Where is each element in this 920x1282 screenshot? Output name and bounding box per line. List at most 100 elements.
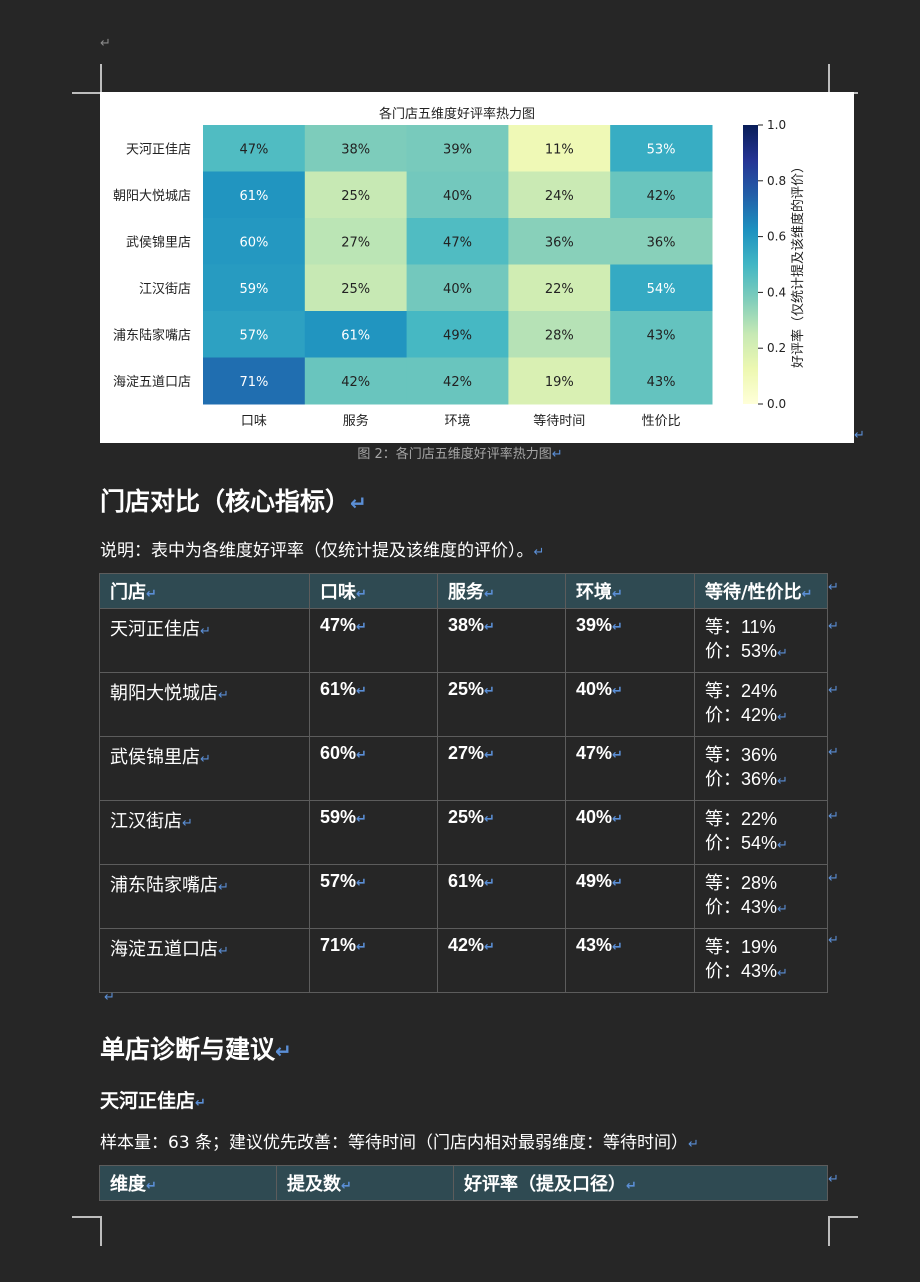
store-subheading: 天河正佳店↵ — [100, 1090, 206, 1112]
heatmap-cell-label: 53% — [647, 142, 676, 157]
heatmap-cell-label: 28% — [545, 328, 574, 343]
heatmap-cell-label: 47% — [239, 142, 268, 157]
heatmap-cell — [406, 311, 509, 358]
heatmap-cell — [304, 125, 408, 172]
heatmap-cell-label: 25% — [341, 282, 370, 297]
table-note: 说明：表中为各维度好评率（仅统计提及该维度的评价）。↵ — [100, 541, 545, 561]
table-cell: 25%↵ — [437, 800, 566, 865]
heatmap-cell-label: 42% — [443, 375, 472, 390]
heatmap-cell — [406, 264, 509, 312]
page-corner-mark — [828, 64, 858, 94]
heatmap-cell-label: 25% — [341, 189, 370, 204]
heatmap-cell — [508, 311, 611, 358]
column-header: 门店↵ — [99, 573, 310, 609]
row-end-mark: ↵ — [828, 1172, 839, 1187]
table-cell: 等：24% 价：42%↵ — [694, 672, 828, 737]
store-diagnosis-table: 维度↵ 提及数↵ 好评率（提及口径）↵ — [99, 1165, 828, 1201]
heatmap-cell-label: 60% — [239, 235, 268, 250]
table-cell: 武侯锦里店↵ — [99, 736, 310, 801]
heatmap-cell-label: 59% — [239, 282, 268, 297]
heatmap-cell-label: 42% — [647, 189, 676, 204]
table-cell: 天河正佳店↵ — [99, 608, 310, 673]
table-cell: 49%↵ — [565, 864, 695, 929]
heatmap-cell — [203, 357, 306, 405]
table-cell: 47%↵ — [565, 736, 695, 801]
page-corner-mark — [828, 1216, 858, 1246]
heatmap-cell — [508, 218, 611, 265]
row-end-mark: ↵ — [828, 580, 839, 595]
heatmap-cell — [610, 311, 713, 358]
table-row: 海淀五道口店↵ 71%↵ 42%↵ 43%↵ 等：19% 价：43%↵ — [99, 928, 828, 993]
page-corner-mark — [72, 64, 102, 94]
heatmap-cell — [406, 171, 509, 219]
heatmap-cell — [610, 171, 713, 219]
section-heading-diagnosis: 单店诊断与建议↵ — [100, 1035, 292, 1064]
heatmap-cell-label: 19% — [545, 375, 574, 390]
table-cell: 42%↵ — [437, 928, 566, 993]
column-header: 环境↵ — [565, 573, 695, 609]
table-cell: 57%↵ — [309, 864, 438, 929]
table-cell: 39%↵ — [565, 608, 695, 673]
paragraph-mark: ↵ — [104, 990, 115, 1005]
heatmap-cell — [304, 311, 408, 358]
column-tick-label: 环境 — [444, 414, 470, 429]
heatmap-cell-label: 42% — [341, 375, 370, 390]
colorbar — [743, 125, 758, 404]
heatmap-cell-label: 49% — [443, 328, 472, 343]
heatmap-cell — [406, 218, 509, 265]
heatmap-cell — [406, 125, 509, 172]
heatmap-cell-label: 43% — [647, 375, 676, 390]
column-header: 维度↵ — [99, 1165, 277, 1201]
heatmap-cell-label: 11% — [545, 142, 574, 157]
colorbar-tick-label: 0.4 — [767, 285, 786, 299]
heatmap-cell — [610, 218, 713, 265]
table-cell: 40%↵ — [565, 672, 695, 737]
chart-title: 各门店五维度好评率热力图 — [379, 106, 535, 122]
heatmap-cell-label: 71% — [239, 375, 268, 390]
table-cell: 浦东陆家嘴店↵ — [99, 864, 310, 929]
heatmap-cell-label: 40% — [443, 189, 472, 204]
table-cell: 等：22% 价：54%↵ — [694, 800, 828, 865]
heatmap-cell-label: 47% — [443, 235, 472, 250]
heatmap-cell — [203, 125, 306, 172]
table-cell: 71%↵ — [309, 928, 438, 993]
row-end-mark: ↵ — [828, 809, 839, 824]
heatmap-cell-label: 24% — [545, 189, 574, 204]
heatmap-cell-label: 40% — [443, 282, 472, 297]
heatmap-cell — [508, 264, 611, 312]
column-tick-label: 等待时间 — [533, 413, 585, 429]
row-end-mark: ↵ — [828, 745, 839, 760]
heatmap-cell — [508, 357, 611, 405]
table-cell: 江汉街店↵ — [99, 800, 310, 865]
table-cell: 朝阳大悦城店↵ — [99, 672, 310, 737]
heatmap-cell — [203, 264, 306, 312]
table-cell: 40%↵ — [565, 800, 695, 865]
table-cell: 61%↵ — [437, 864, 566, 929]
heatmap-chart: 各门店五维度好评率热力图 47% 38% 39% 11% 53% 61% 25% 40% 24%… — [113, 106, 806, 429]
heatmap-cell-label: 54% — [647, 282, 676, 297]
heatmap-cell — [610, 264, 713, 312]
row-tick-label: 武侯锦里店 — [126, 235, 191, 250]
colorbar-tick-label: 0.6 — [767, 230, 786, 244]
column-header: 提及数↵ — [276, 1165, 454, 1201]
paragraph-mark: ↵ — [854, 428, 865, 443]
heatmap-cell-label: 27% — [341, 235, 370, 250]
heatmap-cell — [203, 171, 306, 219]
heatmap-cell-label: 39% — [443, 142, 472, 157]
table-cell: 59%↵ — [309, 800, 438, 865]
row-end-mark: ↵ — [828, 683, 839, 698]
table-header-row: 维度↵ 提及数↵ 好评率（提及口径）↵ — [99, 1165, 828, 1201]
table-cell: 27%↵ — [437, 736, 566, 801]
heatmap-cell — [610, 125, 713, 172]
table-row: 朝阳大悦城店↵ 61%↵ 25%↵ 40%↵ 等：24% 价：42%↵ — [99, 672, 828, 737]
table-row: 浦东陆家嘴店↵ 57%↵ 61%↵ 49%↵ 等：28% 价：43%↵ — [99, 864, 828, 929]
table-cell: 等：19% 价：43%↵ — [694, 928, 828, 993]
table-row: 天河正佳店↵ 47%↵ 38%↵ 39%↵ 等：11% 价：53%↵ — [99, 608, 828, 673]
heatmap-cell — [508, 125, 611, 172]
heatmap-cell — [508, 171, 611, 219]
table-row: 武侯锦里店↵ 60%↵ 27%↵ 47%↵ 等：36% 价：36%↵ — [99, 736, 828, 801]
column-header: 好评率（提及口径）↵ — [453, 1165, 828, 1201]
sample-summary: 样本量：63 条；建议优先改善：等待时间（门店内相对最弱维度：等待时间）↵ — [100, 1133, 699, 1153]
section-heading-compare: 门店对比（核心指标）↵ — [100, 487, 367, 516]
column-header: 口味↵ — [309, 573, 438, 609]
